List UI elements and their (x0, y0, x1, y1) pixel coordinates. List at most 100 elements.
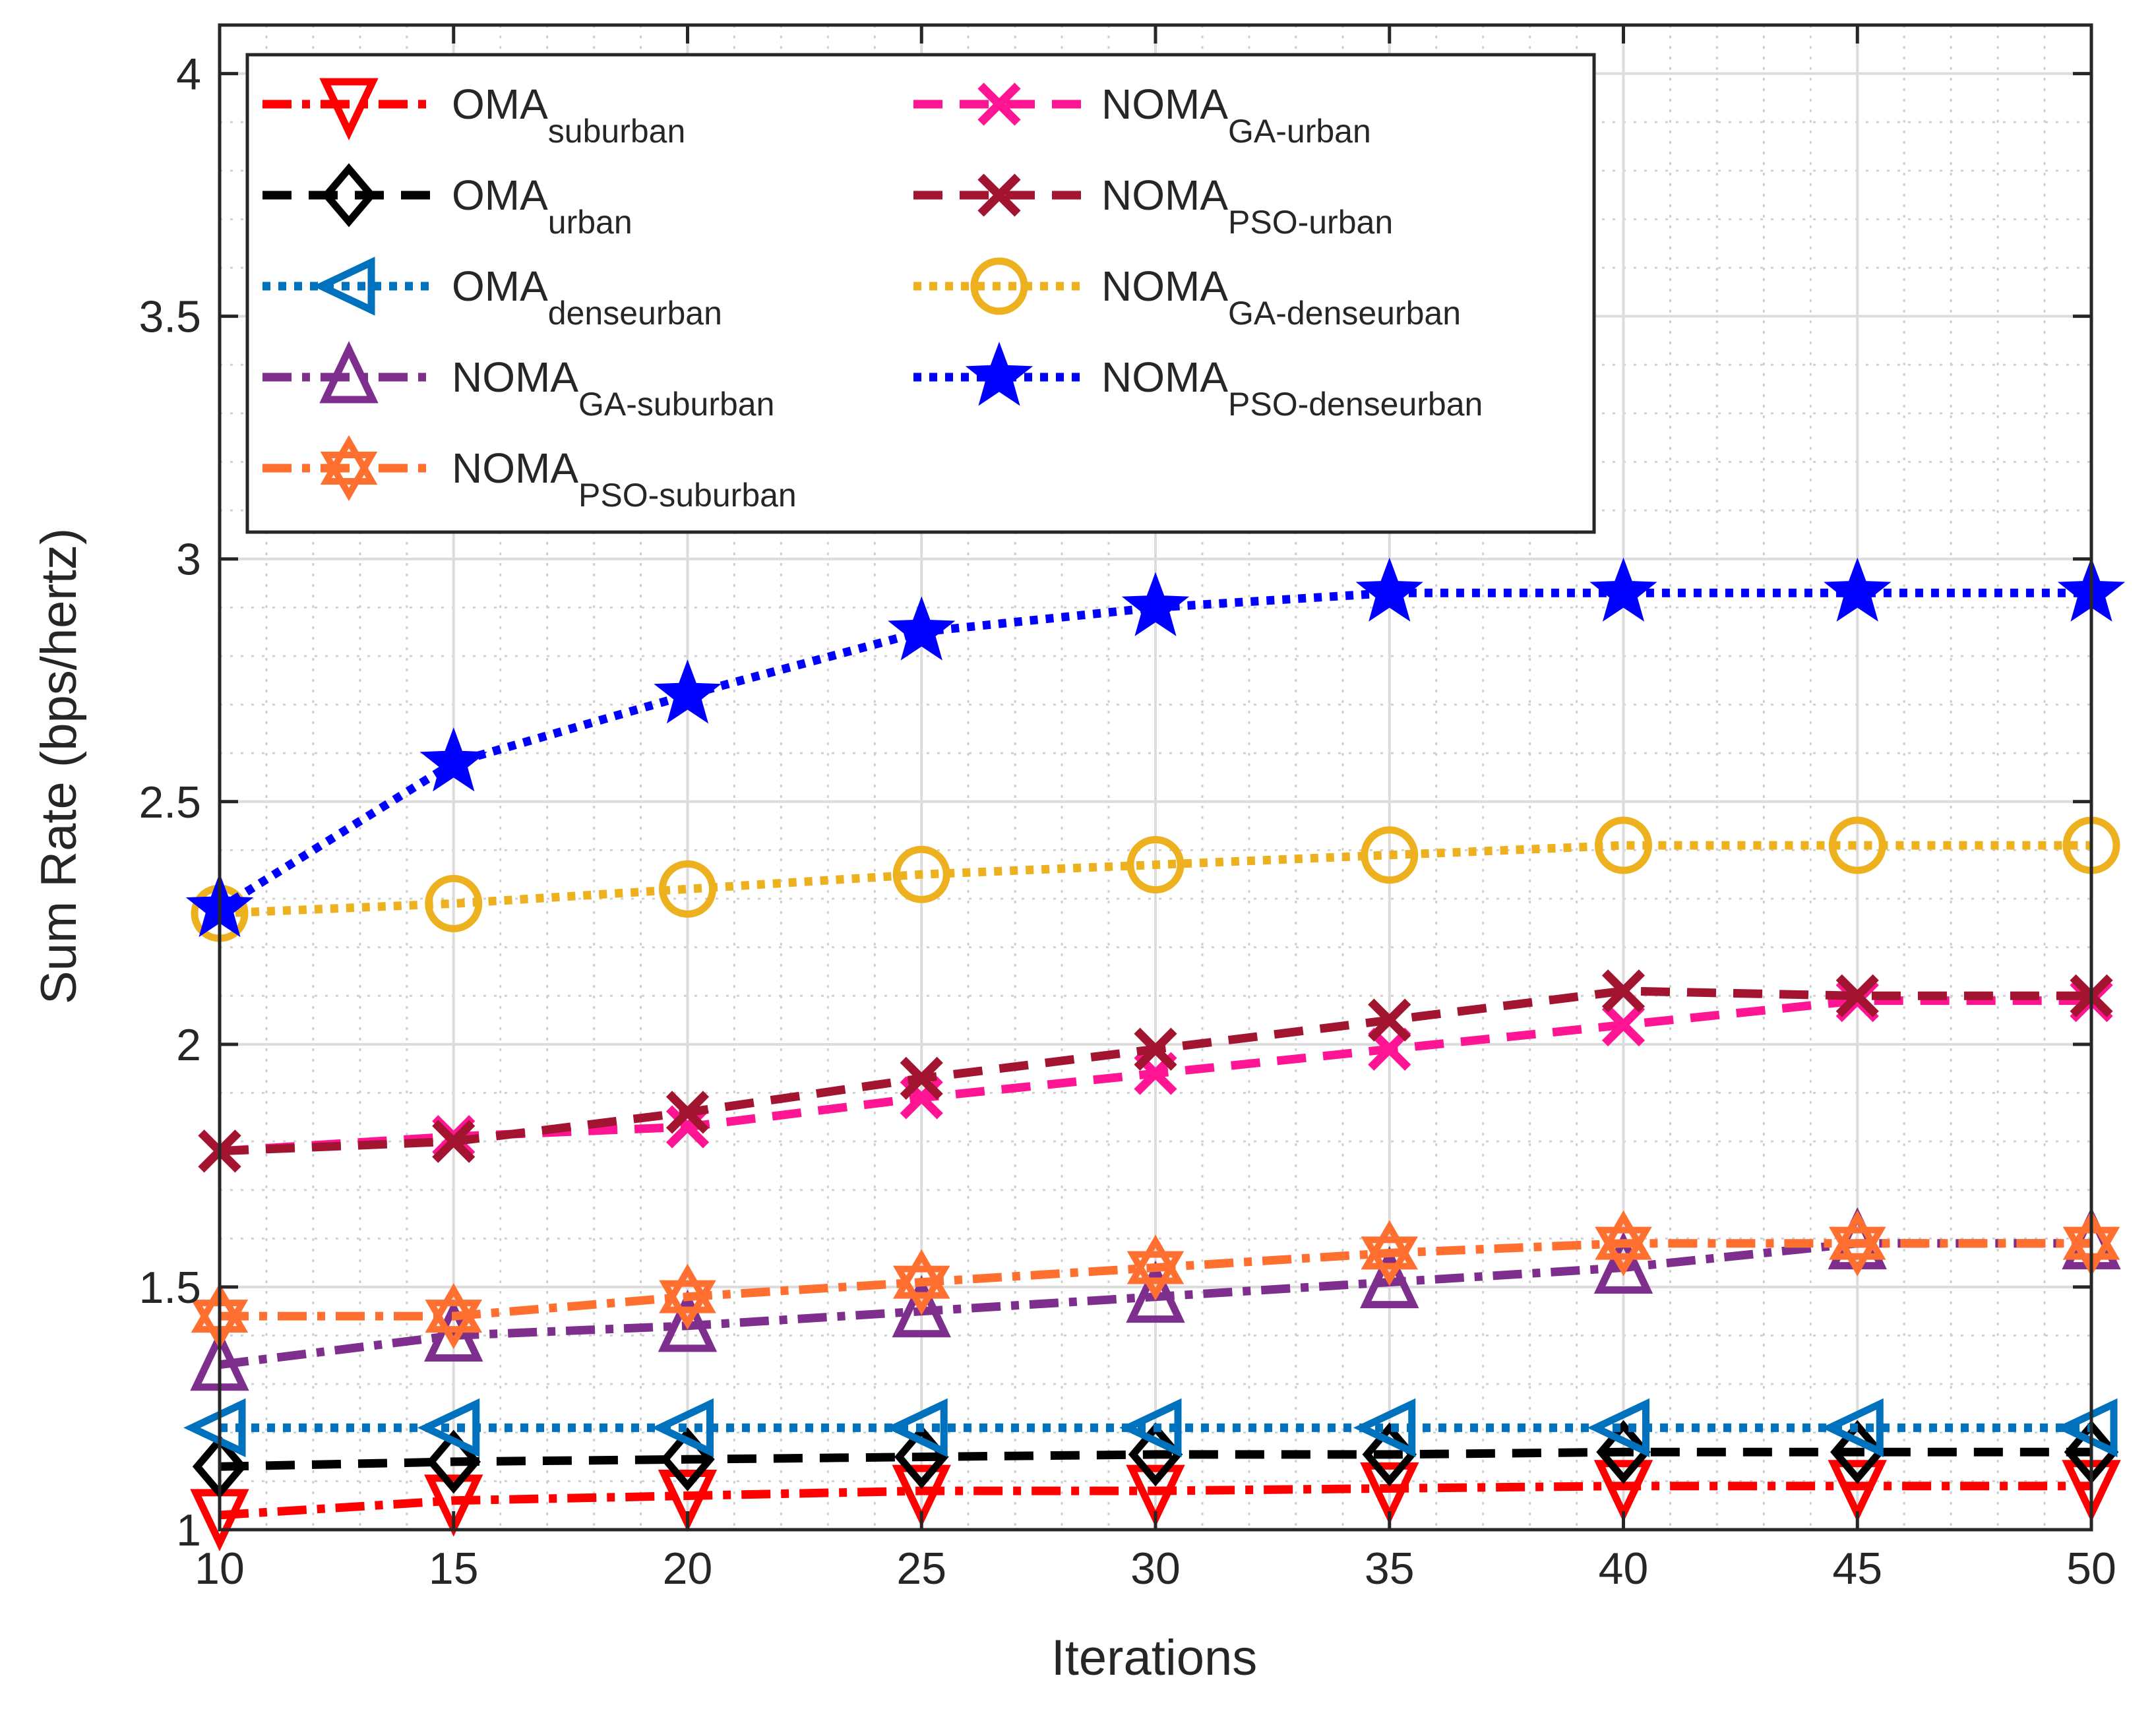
series-line-noma-ga-denseurban (219, 841, 2091, 918)
data-point-noma-ga-suburban (1360, 1246, 1419, 1309)
x-tick-label: 30 (1130, 1544, 1181, 1594)
legend-label-main: NOMA (1101, 171, 1228, 219)
legend-label-oma-denseurban: OMAdenseurban (452, 262, 722, 332)
legend-label-main: NOMA (452, 444, 578, 492)
y-tick-label: 4 (176, 49, 201, 100)
data-point-noma-ga-denseurban (1126, 836, 1185, 894)
x-tick-label: 45 (1832, 1544, 1882, 1594)
x-axis-label: Iterations (1051, 1630, 1258, 1686)
series-noma-pso-denseurban (185, 557, 2126, 938)
data-point-noma-pso-urban (432, 1120, 476, 1163)
y-tick-label: 2.5 (139, 777, 201, 827)
x-tick-label: 35 (1365, 1544, 1415, 1594)
data-point-noma-pso-suburban (1595, 1210, 1652, 1277)
series-noma-pso-suburban (191, 1210, 2120, 1350)
data-point-oma-suburban (1593, 1460, 1653, 1522)
legend-marker-noma-pso-urban (977, 173, 1021, 217)
legend-item-noma-pso-denseurban: NOMAPSO-denseurban (913, 342, 1483, 423)
legend-label-subscript: PSO-denseurban (1228, 386, 1483, 423)
data-point-oma-denseurban (1353, 1398, 1416, 1458)
legend-marker-oma-urban (321, 163, 377, 227)
legend-item-noma-ga-denseurban: NOMAGA-denseurban (913, 257, 1461, 332)
data-point-noma-ga-denseurban (659, 860, 716, 918)
data-point-noma-pso-suburban (659, 1263, 716, 1330)
series-noma-pso-urban (198, 969, 2113, 1173)
data-point-oma-suburban (1360, 1462, 1419, 1525)
legend-label-oma-suburban: OMAsuburban (452, 80, 685, 150)
data-point-oma-denseurban (1119, 1398, 1182, 1458)
x-tick-label: 25 (896, 1544, 946, 1594)
legend-marker-noma-ga-suburban (319, 341, 379, 404)
data-point-noma-ga-suburban (1126, 1260, 1185, 1323)
data-point-oma-suburban (892, 1464, 951, 1527)
x-tick-label: 40 (1599, 1544, 1649, 1594)
data-point-noma-ga-denseurban (1361, 826, 1419, 884)
data-point-oma-urban (1596, 1420, 1651, 1484)
legend-box (245, 53, 1596, 534)
data-point-oma-suburban (1828, 1460, 1887, 1522)
data-point-noma-ga-urban (1601, 1003, 1646, 1047)
legend: OMAsuburbanOMAurbanOMAdenseurbanNOMAGA-s… (245, 53, 1596, 534)
legend-marker-oma-denseurban (313, 256, 375, 316)
y-tick-label: 3 (176, 535, 201, 585)
legend-label-subscript: GA-suburban (578, 386, 774, 423)
data-point-noma-pso-suburban (1361, 1220, 1419, 1286)
data-point-noma-ga-denseurban (1828, 816, 1886, 874)
data-point-oma-denseurban (1587, 1398, 1649, 1458)
legend-label-main: NOMA (1101, 262, 1228, 310)
data-point-oma-urban (1830, 1420, 1885, 1484)
legend-marker-oma-suburban (319, 78, 379, 140)
legend-label-subscript: denseurban (548, 295, 722, 332)
legend-label-subscript: suburban (548, 113, 686, 150)
series-oma-suburban (190, 1460, 2121, 1551)
data-point-noma-pso-suburban (425, 1283, 483, 1350)
data-point-noma-pso-suburban (1126, 1234, 1185, 1301)
data-point-noma-pso-suburban (892, 1249, 950, 1315)
axes: 10 15 20 25 30 35 40 45 50 1 1.5 2 2.5 3 3.5 4 (139, 23, 2116, 1594)
legend-label-noma-ga-denseurban: NOMAGA-denseurban (1101, 262, 1461, 332)
data-point-oma-denseurban (651, 1398, 714, 1458)
data-point-oma-denseurban (885, 1398, 948, 1458)
series-line-noma-pso-suburban (220, 1239, 2091, 1321)
legend-label-main: NOMA (1101, 80, 1228, 128)
series-line-oma-urban (219, 1447, 2091, 1471)
x-tick-label: 15 (429, 1544, 479, 1594)
data-point-oma-denseurban (1821, 1398, 1884, 1458)
data-point-noma-ga-suburban (658, 1289, 718, 1352)
legend-item-noma-pso-suburban: NOMAPSO-suburban (262, 435, 797, 514)
data-point-noma-pso-denseurban (1121, 572, 1190, 636)
data-point-noma-ga-denseurban (425, 874, 483, 932)
data-point-noma-pso-urban (1601, 969, 1646, 1013)
data-point-noma-pso-denseurban (1355, 557, 1423, 622)
data-point-noma-ga-denseurban (1595, 816, 1652, 874)
legend-marker-noma-pso-suburban (320, 435, 378, 502)
legend-label-main: OMA (452, 262, 548, 310)
data-point-oma-suburban (424, 1474, 483, 1537)
legend-label-subscript: GA-urban (1228, 113, 1371, 150)
y-tick-label: 3.5 (139, 292, 201, 342)
data-point-oma-suburban (1126, 1464, 1185, 1527)
data-point-noma-ga-denseurban (892, 845, 950, 903)
x-tick-label: 10 (195, 1544, 245, 1594)
data-point-oma-denseurban (183, 1398, 246, 1458)
data-point-noma-pso-denseurban (888, 596, 956, 661)
series-oma-denseurban (183, 1398, 2118, 1458)
data-point-noma-ga-suburban (424, 1299, 483, 1362)
legend-item-noma-ga-suburban: NOMAGA-suburban (262, 341, 774, 423)
y-axis-label: Sum Rate (bps/hertz) (31, 528, 87, 1004)
legend-label-subscript: PSO-urban (1228, 204, 1393, 241)
x-tick-label: 50 (2066, 1544, 2116, 1594)
legend-label-subscript: GA-denseurban (1228, 295, 1461, 332)
legend-item-noma-pso-urban: NOMAPSO-urban (913, 171, 1393, 241)
data-point-oma-suburban (658, 1469, 718, 1532)
legend-label-subscript: urban (548, 204, 632, 241)
legend-label-main: NOMA (452, 353, 578, 401)
data-point-noma-pso-denseurban (654, 659, 722, 724)
legend-label-main: OMA (452, 80, 548, 128)
legend-label-main: NOMA (1101, 353, 1228, 401)
data-point-noma-pso-urban (900, 1056, 943, 1100)
data-point-noma-ga-suburban (892, 1275, 951, 1338)
legend-item-noma-ga-urban: NOMAGA-urban (913, 80, 1371, 150)
series-line-noma-pso-denseurban (217, 588, 2091, 913)
